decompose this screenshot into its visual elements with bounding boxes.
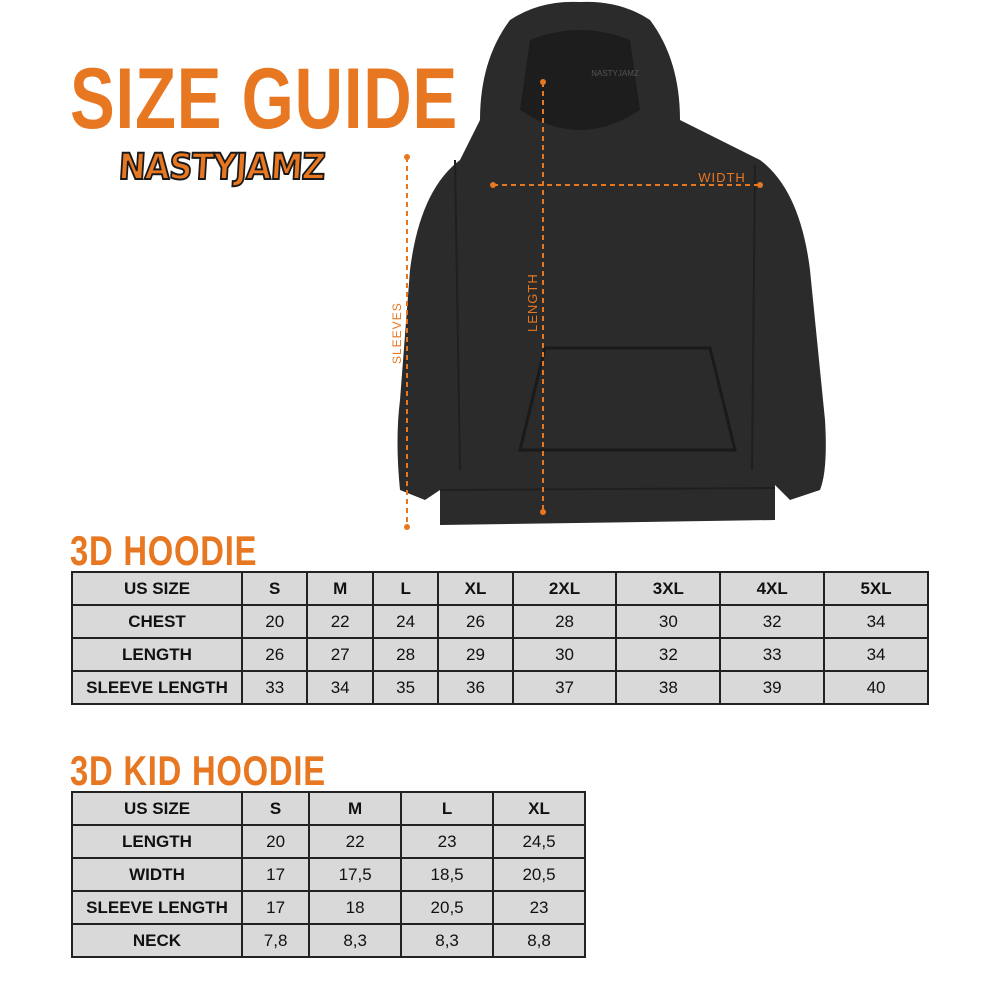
table-header-row: US SIZE S M L XL 2XL 3XL 4XL 5XL xyxy=(71,571,929,606)
table-cell: 33 xyxy=(240,670,309,705)
table-cell: 20 xyxy=(240,824,311,859)
width-endpoint xyxy=(757,182,763,188)
hoodie-size-table: US SIZE S M L XL 2XL 3XL 4XL 5XL CHEST 20… xyxy=(71,571,929,705)
table-cell: 34 xyxy=(823,637,929,672)
hoodie-diagram: NASTYJAMZ WIDTH LENGTH SLEEVES xyxy=(390,1,826,530)
row-label: NECK xyxy=(71,923,243,958)
length-endpoint xyxy=(540,79,546,85)
row-label: CHEST xyxy=(71,604,243,639)
header-cell: XL xyxy=(492,791,586,826)
length-label: LENGTH xyxy=(525,273,540,332)
table-cell: 17 xyxy=(240,857,311,892)
kid-hoodie-table-title: 3D KID HOODIE xyxy=(70,747,326,794)
table-cell: 32 xyxy=(719,604,826,639)
table-cell: 22 xyxy=(308,824,403,859)
header-cell: S xyxy=(240,791,311,826)
sleeves-label: SLEEVES xyxy=(390,302,404,364)
table-cell: 8,3 xyxy=(400,923,495,958)
table-cell: 30 xyxy=(511,637,618,672)
row-label: SLEEVE LENGTH xyxy=(71,670,243,705)
table-cell: 32 xyxy=(615,637,722,672)
table-cell: 18 xyxy=(308,890,403,925)
table-cell: 27 xyxy=(306,637,374,672)
table-cell: 36 xyxy=(437,670,514,705)
table-cell: 18,5 xyxy=(400,857,495,892)
header-cell: 2XL xyxy=(511,571,618,606)
table-cell: 8,3 xyxy=(308,923,403,958)
header-cell: XL xyxy=(437,571,514,606)
header-cell: 5XL xyxy=(823,571,929,606)
table-cell: 23 xyxy=(492,890,586,925)
table-row: SLEEVE LENGTH 33 34 35 36 37 38 39 40 xyxy=(71,670,929,705)
length-endpoint xyxy=(540,509,546,515)
header-cell: L xyxy=(400,791,495,826)
table-cell: 38 xyxy=(615,670,722,705)
header-cell: 4XL xyxy=(719,571,826,606)
brand-logo: NASTYJAMZ xyxy=(117,146,327,189)
table-cell: 20,5 xyxy=(492,857,586,892)
row-label: WIDTH xyxy=(71,857,243,892)
table-cell: 24 xyxy=(371,604,440,639)
header-cell: L xyxy=(371,571,440,606)
table-row: WIDTH 17 17,5 18,5 20,5 xyxy=(71,857,586,892)
brand-tag: NASTYJAMZ xyxy=(591,69,639,78)
width-label-backdrop xyxy=(690,168,750,184)
table-cell: 17 xyxy=(240,890,311,925)
table-cell: 35 xyxy=(371,670,440,705)
row-label: LENGTH xyxy=(71,637,243,672)
table-cell: 37 xyxy=(511,670,618,705)
table-cell: 20 xyxy=(240,604,309,639)
header-cell: US SIZE xyxy=(71,571,243,606)
table-cell: 23 xyxy=(400,824,495,859)
table-cell: 33 xyxy=(719,637,826,672)
header-cell: M xyxy=(308,791,403,826)
table-cell: 20,5 xyxy=(400,890,495,925)
hood-opening xyxy=(520,30,640,130)
sleeves-endpoint xyxy=(404,154,410,160)
table-header-row: US SIZE S M L XL xyxy=(71,791,586,826)
table-cell: 39 xyxy=(719,670,826,705)
measurement-lines xyxy=(404,79,763,530)
header-cell: US SIZE xyxy=(71,791,243,826)
page-title: SIZE GUIDE xyxy=(70,51,458,147)
table-cell: 28 xyxy=(511,604,618,639)
table-row: LENGTH 26 27 28 29 30 32 33 34 xyxy=(71,637,929,672)
table-cell: 40 xyxy=(823,670,929,705)
table-row: NECK 7,8 8,3 8,3 8,8 xyxy=(71,923,586,958)
table-cell: 26 xyxy=(240,637,309,672)
table-cell: 26 xyxy=(437,604,514,639)
table-cell: 7,8 xyxy=(240,923,311,958)
table-cell: 22 xyxy=(306,604,374,639)
table-cell: 30 xyxy=(615,604,722,639)
row-label: LENGTH xyxy=(71,824,243,859)
header-cell: S xyxy=(240,571,309,606)
table-cell: 8,8 xyxy=(492,923,586,958)
pocket xyxy=(518,346,737,452)
width-endpoint xyxy=(490,182,496,188)
kid-hoodie-size-table: US SIZE S M L XL LENGTH 20 22 23 24,5 WIDTH 17… xyxy=(71,791,586,958)
table-cell: 24,5 xyxy=(492,824,586,859)
table-cell: 17,5 xyxy=(308,857,403,892)
table-cell: 34 xyxy=(823,604,929,639)
row-label: SLEEVE LENGTH xyxy=(71,890,243,925)
table-row: LENGTH 20 22 23 24,5 xyxy=(71,824,586,859)
width-label: WIDTH xyxy=(698,170,746,185)
table-cell: 28 xyxy=(371,637,440,672)
header-cell: M xyxy=(306,571,374,606)
table-row: SLEEVE LENGTH 17 18 20,5 23 xyxy=(71,890,586,925)
hoodie-seams xyxy=(439,159,776,491)
table-cell: 29 xyxy=(437,637,514,672)
table-row: CHEST 20 22 24 26 28 30 32 34 xyxy=(71,604,929,639)
sleeves-endpoint xyxy=(404,524,410,530)
header-cell: 3XL xyxy=(615,571,722,606)
hoodie-body xyxy=(397,1,826,526)
table-cell: 34 xyxy=(306,670,374,705)
hoodie-table-title: 3D HOODIE xyxy=(70,527,258,574)
